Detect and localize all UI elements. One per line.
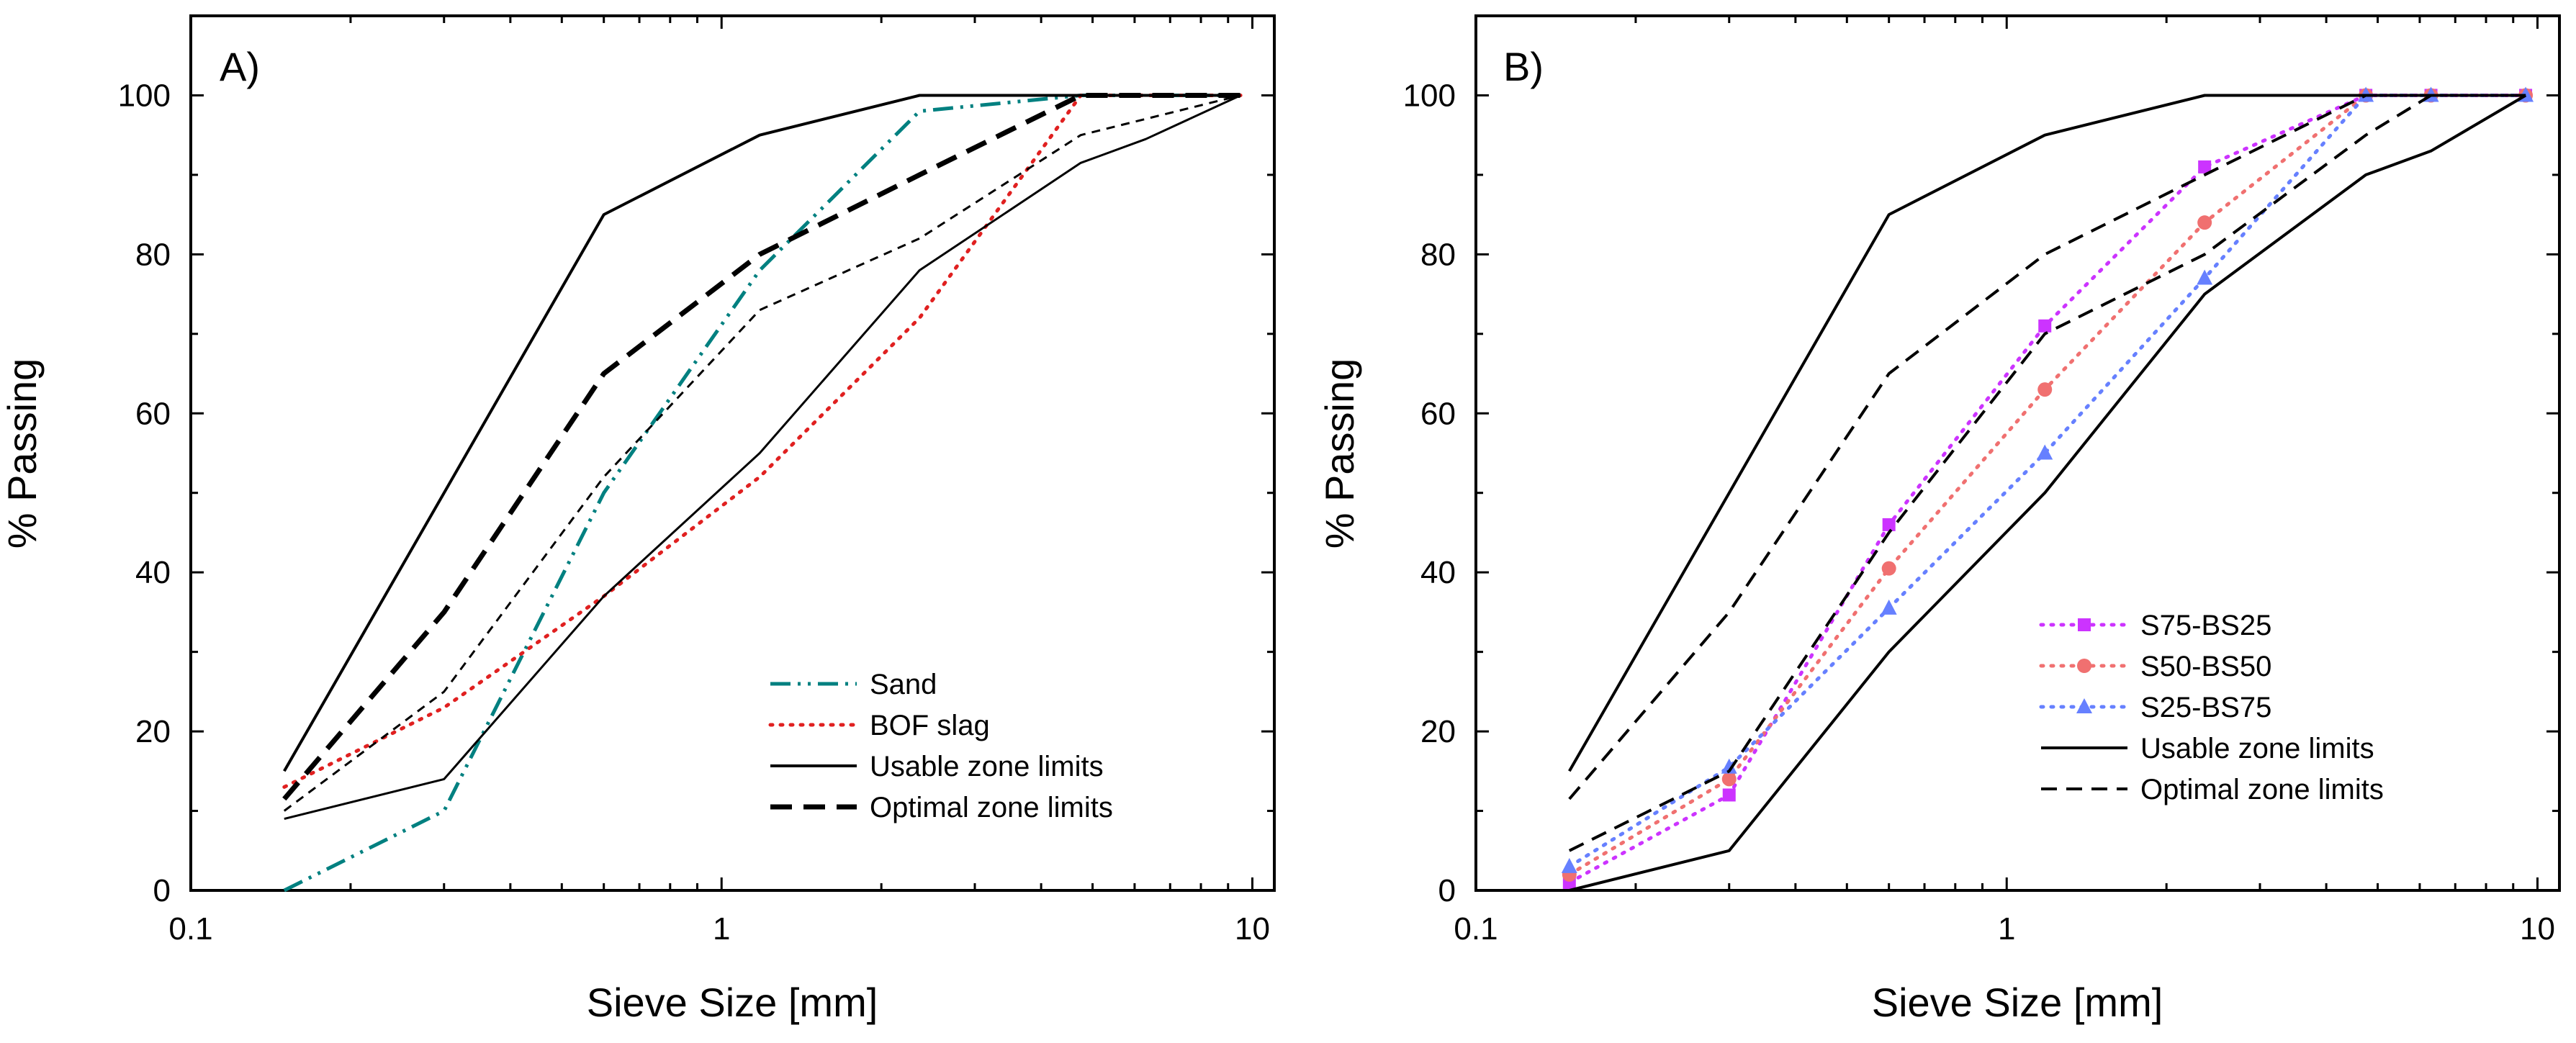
data-point [1881, 561, 1896, 576]
data-point [1561, 857, 1577, 873]
y-axis-title: % Passing [0, 358, 45, 549]
x-tick-label: 1 [713, 911, 730, 947]
x-tick-label: 10 [2520, 911, 2555, 947]
legend-marker [2077, 659, 2091, 673]
legend-label: Usable zone limits [2140, 733, 2374, 764]
plot-frame [1474, 14, 2561, 892]
x-axis-title: Sieve Size [mm] [1872, 980, 2163, 1025]
legend-label: S50-BS50 [2140, 651, 2271, 682]
series-line-bof-slag-limits-lower- [283, 94, 1241, 812]
data-point [1881, 599, 1897, 615]
data-point [2198, 160, 2212, 173]
data-point [2197, 269, 2213, 285]
legend-label: Optimal zone limits [870, 792, 1113, 823]
data-point [2037, 382, 2053, 397]
y-tick-label: 80 [1420, 237, 1456, 272]
series-line-bof-slag [282, 94, 1243, 789]
series-line-usable-zone-limits [1568, 94, 2526, 772]
y-tick-label: 60 [1420, 396, 1456, 431]
data-point [1721, 772, 1737, 787]
series-line-s75-bs25 [1567, 94, 2528, 885]
data-point [2197, 215, 2212, 230]
legend-marker [2076, 698, 2092, 713]
legend-label: S25-BS75 [2140, 692, 2271, 723]
y-tick-label: 100 [118, 78, 171, 113]
y-tick-label: 40 [135, 555, 171, 590]
data-point [1722, 788, 1736, 802]
x-tick-label: 0.1 [168, 911, 212, 947]
x-tick-label: 1 [1998, 911, 2015, 947]
series-line-optimal-zone-limits-lower- [1568, 94, 2526, 852]
legend-label: Sand [870, 669, 937, 700]
y-tick-label: 40 [1420, 555, 1456, 590]
series-line-optimal-zone-limits [1568, 94, 2526, 800]
legend: Sand BOF slag Usable zone limits Optimal zo… [768, 669, 1113, 823]
series-line-s25-bs75 [1567, 94, 2528, 869]
y-axis-title: % Passing [1317, 358, 1362, 549]
legend-marker [2078, 618, 2091, 631]
data-point [1721, 758, 1737, 774]
legend-label: BOF slag [870, 710, 990, 741]
y-tick-label: 100 [1403, 78, 1456, 113]
x-tick-label: 10 [1235, 911, 1270, 947]
series-line-optimal-zone-limits [282, 93, 1241, 801]
series-line-usable-zone-limits-lower- [284, 94, 1241, 821]
panel-a: 0 20 40 60 80 100 0.1 1 10 Sieve Size [mm] % Passi… [0, 14, 1276, 1025]
series-line-s50-bs50 [1567, 94, 2528, 877]
legend: S75-BS25 S50-BS50 S25-BS75 Usable zone limi… [2039, 610, 2384, 805]
panel-label: B) [1503, 44, 1544, 89]
y-tick-label: 60 [135, 396, 171, 431]
series-line-usable-zone-limits [283, 94, 1241, 772]
y-tick-label: 0 [153, 873, 171, 908]
data-point [1882, 518, 1896, 531]
y-tick-label: 0 [1438, 873, 1456, 908]
x-axis-title: Sieve Size [mm] [587, 980, 878, 1025]
y-tick-label: 20 [1420, 714, 1456, 749]
data-point [2037, 444, 2053, 460]
plot-frame [189, 14, 1276, 892]
panel-b: 0 20 40 60 80 100 0.1 1 10 Sieve Size [mm] % Passi… [1317, 14, 2561, 1025]
data-point [2038, 319, 2052, 333]
y-tick-label: 80 [135, 237, 171, 272]
y-tick-label: 20 [135, 714, 171, 749]
panel-label: A) [220, 44, 260, 89]
legend-label: Usable zone limits [870, 751, 1104, 782]
x-tick-label: 0.1 [1454, 911, 1498, 947]
legend-label: S75-BS25 [2140, 610, 2271, 641]
series-line-usable-zone-limits-lower- [1569, 94, 2527, 892]
legend-label: Optimal zone limits [2140, 774, 2384, 805]
